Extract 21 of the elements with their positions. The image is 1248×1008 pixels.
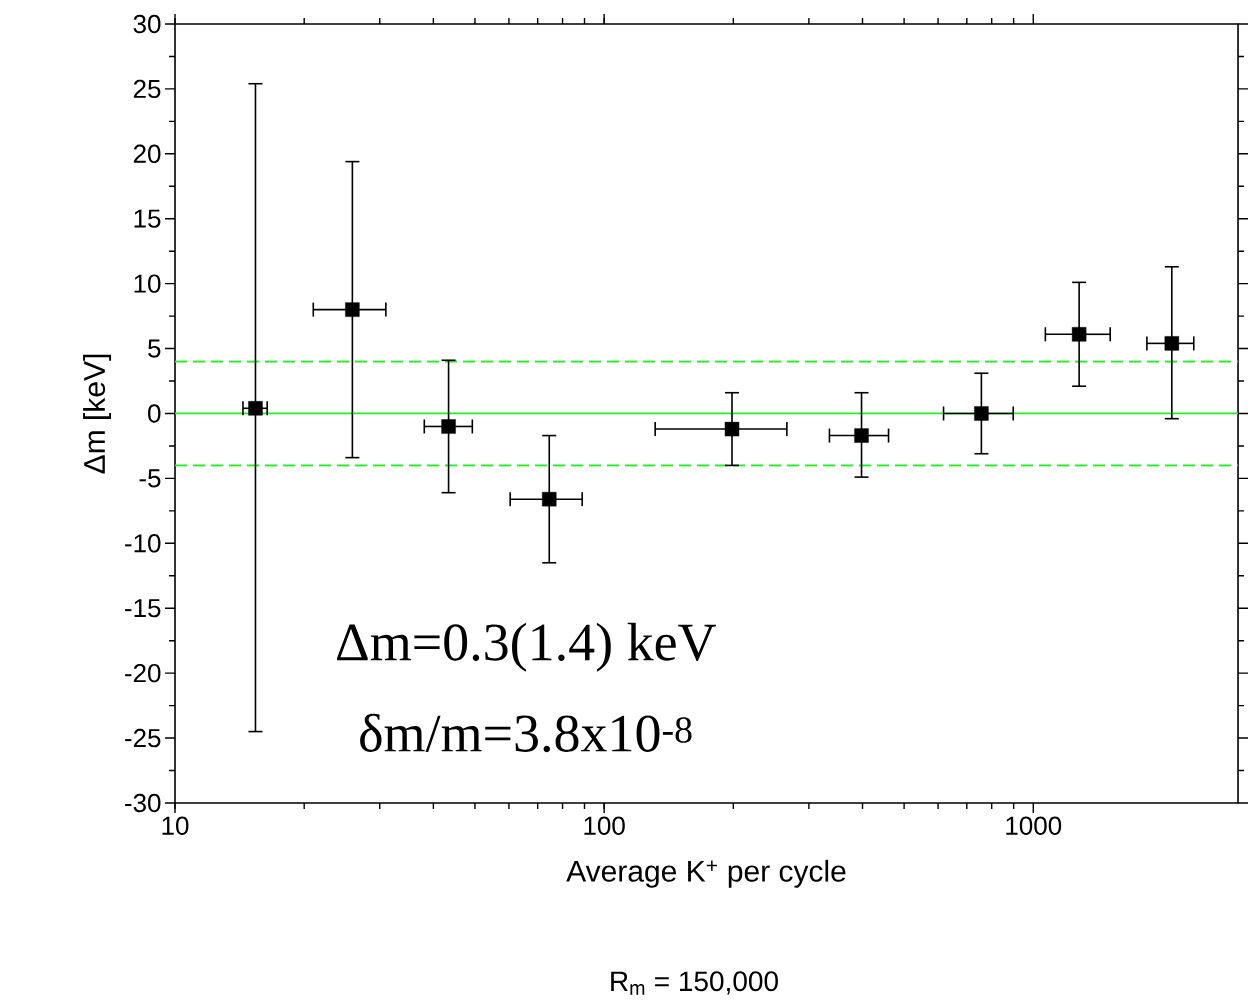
y-tick-label: 20 bbox=[133, 144, 161, 164]
y-tick-label: -10 bbox=[125, 534, 161, 553]
x-tick-label: 100 bbox=[584, 816, 625, 835]
y-tick-label: 15 bbox=[134, 209, 161, 228]
x-tick-label: 10 bbox=[162, 816, 189, 835]
y-tick-label: 30 bbox=[133, 14, 161, 34]
y-tick-label: 0 bbox=[148, 404, 161, 423]
y-tick-label: -30 bbox=[125, 793, 161, 813]
y-tick-label: 10 bbox=[134, 274, 161, 293]
y-axis-title: Δm [keV] bbox=[83, 354, 112, 474]
annotation: Δm=0.3(1.4) keV bbox=[337, 622, 717, 672]
y-tick-label: -15 bbox=[125, 599, 161, 618]
y-tick-label: 25 bbox=[133, 79, 161, 99]
text: R$_{m}$ = 150,000 bbox=[611, 971, 778, 995]
y-tick-label: -5 bbox=[139, 469, 161, 488]
y-tick-label: -25 bbox=[125, 728, 161, 748]
x-tick-label: 1000 bbox=[1006, 816, 1062, 835]
y-tick-label: 5 bbox=[148, 339, 161, 358]
x-axis-title: Average K$^{+}$ per cycle bbox=[566, 859, 846, 888]
annotation: δm/m=3.8x10$^{-8}$ bbox=[360, 713, 692, 753]
y-tick-label: -20 bbox=[125, 663, 161, 683]
